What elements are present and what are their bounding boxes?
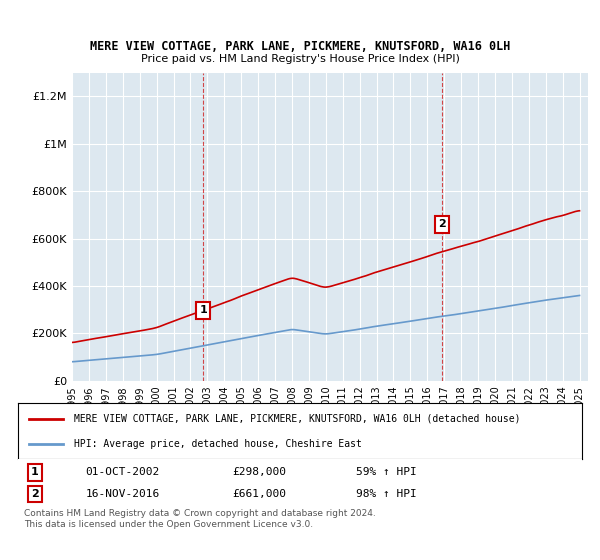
Text: HPI: Average price, detached house, Cheshire East: HPI: Average price, detached house, Ches… <box>74 438 362 449</box>
Text: 2: 2 <box>31 489 39 499</box>
Text: £661,000: £661,000 <box>232 489 286 499</box>
Text: 16-NOV-2016: 16-NOV-2016 <box>86 489 160 499</box>
Text: 1: 1 <box>31 467 39 477</box>
Text: Contains HM Land Registry data © Crown copyright and database right 2024.
This d: Contains HM Land Registry data © Crown c… <box>23 509 376 529</box>
Text: MERE VIEW COTTAGE, PARK LANE, PICKMERE, KNUTSFORD, WA16 0LH (detached house): MERE VIEW COTTAGE, PARK LANE, PICKMERE, … <box>74 414 521 424</box>
Text: 01-OCT-2002: 01-OCT-2002 <box>86 467 160 477</box>
Text: Price paid vs. HM Land Registry's House Price Index (HPI): Price paid vs. HM Land Registry's House … <box>140 54 460 64</box>
Text: MERE VIEW COTTAGE, PARK LANE, PICKMERE, KNUTSFORD, WA16 0LH: MERE VIEW COTTAGE, PARK LANE, PICKMERE, … <box>90 40 510 53</box>
Text: 1: 1 <box>199 305 207 315</box>
Text: 2: 2 <box>438 219 446 229</box>
Text: £298,000: £298,000 <box>232 467 286 477</box>
Text: 98% ↑ HPI: 98% ↑ HPI <box>356 489 417 499</box>
Text: 59% ↑ HPI: 59% ↑ HPI <box>356 467 417 477</box>
